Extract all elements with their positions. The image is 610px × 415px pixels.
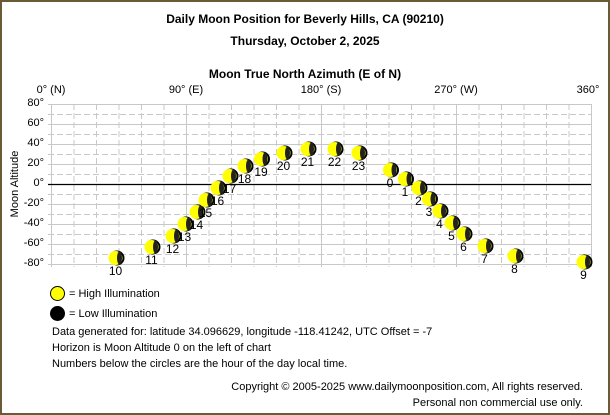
svg-text:0: 0	[387, 176, 394, 190]
moon-point: 8	[507, 248, 524, 276]
moon-point: 15	[198, 192, 215, 220]
x-tick: 180° (S)	[300, 84, 342, 96]
moon-point: 18	[237, 158, 254, 186]
moon-point: 5	[444, 215, 461, 243]
y-tick: 60°	[27, 117, 44, 129]
svg-text:12: 12	[166, 242, 180, 256]
svg-text:2: 2	[415, 194, 422, 208]
note-location: Data generated for: latitude 34.096629, …	[52, 326, 433, 338]
svg-text:21: 21	[301, 155, 315, 169]
x-tick: 360°	[576, 84, 600, 96]
legend-high-label: = High Illumination	[69, 287, 160, 300]
svg-text:23: 23	[352, 159, 366, 173]
copyright: Copyright © 2005-2025 www.dailymoonposit…	[231, 381, 583, 393]
moon-point: 23	[351, 145, 368, 173]
moon-point: 22	[327, 141, 344, 169]
svg-text:8: 8	[511, 262, 518, 276]
note-hours: Numbers below the circles are the hour o…	[52, 358, 348, 370]
moon-point: 21	[300, 141, 317, 169]
svg-text:22: 22	[328, 155, 342, 169]
y-tick: -20°	[23, 197, 44, 209]
y-tick: -60°	[23, 237, 44, 249]
moon-point: 12	[165, 228, 182, 256]
svg-text:5: 5	[448, 229, 455, 243]
svg-text:10: 10	[109, 264, 123, 278]
x-tick: 90° (E)	[168, 84, 204, 96]
svg-text:13: 13	[178, 230, 192, 244]
moon-point: 14	[189, 204, 206, 232]
svg-text:11: 11	[145, 253, 158, 267]
low-illumination-icon	[50, 306, 65, 321]
x-tick: 270° (W)	[434, 84, 478, 96]
moon-point: 17	[222, 168, 239, 196]
moon-point: 6	[456, 226, 473, 254]
chart-date: Thursday, October 2, 2025	[230, 34, 380, 48]
svg-text:18: 18	[238, 172, 252, 186]
moon-point: 13	[177, 216, 194, 244]
legend-low: = Low Illumination	[50, 306, 157, 321]
moon-point: 1	[398, 171, 414, 199]
moon-point: 4	[432, 203, 449, 231]
moon-point: 11	[144, 239, 161, 267]
moon-point: 10	[108, 250, 125, 278]
moon-point: 0	[383, 162, 399, 190]
svg-text:20: 20	[277, 159, 291, 173]
svg-text:9: 9	[580, 268, 587, 282]
svg-text:1: 1	[402, 185, 409, 199]
y-tick: 80°	[27, 97, 44, 109]
svg-text:19: 19	[254, 165, 268, 179]
legend-high: = High Illumination	[50, 286, 160, 301]
svg-text:6: 6	[460, 240, 467, 254]
svg-text:17: 17	[223, 182, 237, 196]
y-tick: 20°	[27, 157, 44, 169]
x-tick: 0° (N)	[36, 84, 66, 96]
high-illumination-icon	[50, 286, 65, 301]
moon-point: 7	[477, 238, 494, 266]
moon-point: 3	[422, 191, 438, 219]
moon-point: 2	[411, 180, 428, 208]
y-tick: -40°	[23, 217, 44, 229]
moon-point: 16	[210, 180, 227, 208]
x-axis-title: Moon True North Azimuth (E of N)	[208, 67, 402, 81]
moon-point: 20	[276, 145, 293, 173]
svg-text:4: 4	[436, 217, 443, 231]
svg-text:3: 3	[426, 205, 433, 219]
y-tick: 0°	[33, 177, 44, 189]
moon-point: 9	[576, 254, 593, 282]
note-horizon: Horizon is Moon Altitude 0 on the left o…	[52, 342, 271, 354]
y-tick: -80°	[23, 257, 44, 269]
usage-notice: Personal non commercial use only.	[412, 397, 583, 409]
moon-point: 19	[254, 151, 270, 179]
svg-text:7: 7	[481, 252, 488, 266]
svg-text:16: 16	[211, 194, 225, 208]
chart-title: Daily Moon Position for Beverly Hills, C…	[166, 12, 444, 26]
y-tick: 40°	[27, 137, 44, 149]
svg-text:15: 15	[199, 206, 213, 220]
svg-text:14: 14	[190, 218, 204, 232]
legend-low-label: = Low Illumination	[69, 307, 158, 320]
